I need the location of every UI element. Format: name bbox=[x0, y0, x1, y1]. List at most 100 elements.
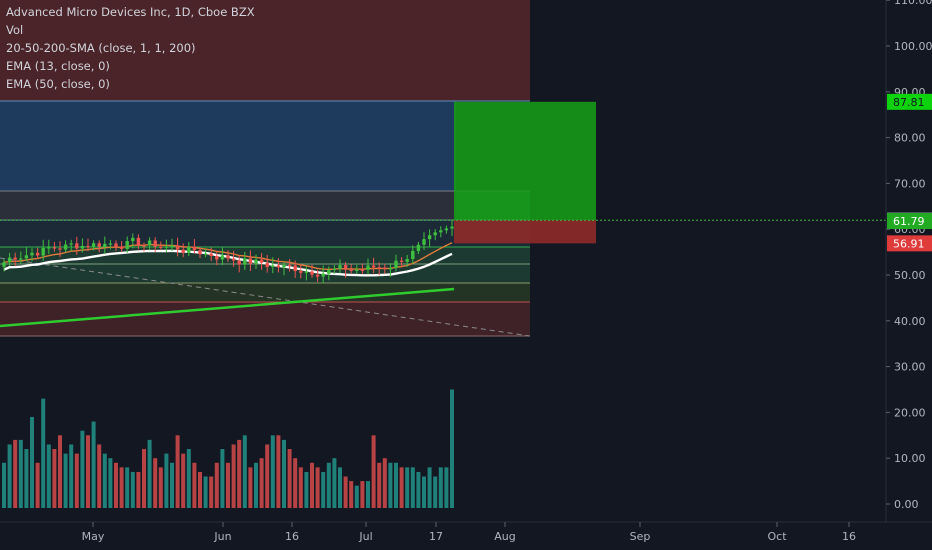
volume-bar bbox=[164, 453, 169, 508]
volume-bar bbox=[125, 467, 130, 508]
volume-bar bbox=[58, 435, 62, 508]
volume-bar bbox=[147, 439, 152, 508]
volume-bar bbox=[114, 462, 118, 508]
volume-bar bbox=[366, 481, 370, 508]
indicator-ema13[interactable]: EMA (13, close, 0) bbox=[6, 59, 110, 73]
volume-bar bbox=[136, 471, 141, 508]
candle-body bbox=[405, 259, 409, 262]
candle-body bbox=[248, 258, 253, 264]
candle-body bbox=[30, 252, 34, 256]
candle-body bbox=[58, 248, 62, 250]
indicator-ema50[interactable]: EMA (50, close, 0) bbox=[6, 77, 110, 91]
symbol-title[interactable]: Advanced Micro Devices Inc, 1D, Cboe BZX bbox=[6, 5, 255, 19]
candle-body bbox=[416, 244, 421, 251]
price-tick-label: 40.00 bbox=[894, 315, 926, 328]
candle-body bbox=[304, 271, 309, 273]
volume-bar bbox=[198, 471, 202, 508]
volume-bar bbox=[388, 462, 393, 508]
volume-bar bbox=[433, 476, 438, 508]
candle-body bbox=[343, 265, 348, 270]
candle-body bbox=[254, 259, 258, 264]
candle-body bbox=[349, 269, 353, 271]
volume-bar bbox=[130, 471, 135, 508]
time-axis[interactable]: May Jun 16 Jul 17 Aug Sep Oct 16 bbox=[82, 522, 856, 543]
volume-bar bbox=[119, 467, 124, 508]
candle-body bbox=[159, 246, 163, 248]
candle-body bbox=[444, 228, 449, 231]
fib-zone-olive bbox=[0, 283, 530, 302]
time-tick-label: 16 bbox=[285, 530, 299, 543]
price-axis[interactable]: 110.00100.0090.0080.0070.0060.0050.0040.… bbox=[0, 0, 932, 523]
candle-body bbox=[19, 258, 23, 260]
price-tick-label: 70.00 bbox=[894, 177, 926, 190]
candle-body bbox=[293, 265, 297, 272]
candle-body bbox=[198, 250, 202, 255]
indicator-vol[interactable]: Vol bbox=[6, 23, 24, 37]
candle-body bbox=[360, 269, 365, 271]
volume-bar bbox=[63, 453, 68, 508]
volume-bar bbox=[315, 467, 320, 508]
candle-body bbox=[371, 265, 376, 268]
volume-bar bbox=[86, 435, 90, 508]
time-tick-label: 16 bbox=[842, 530, 856, 543]
candle-body bbox=[231, 258, 236, 261]
volume-bar bbox=[394, 462, 398, 508]
candle-body bbox=[153, 240, 157, 247]
fib-zone-green bbox=[0, 247, 530, 283]
volume-bar bbox=[35, 462, 40, 508]
volume-bar bbox=[444, 467, 449, 508]
sma200-line bbox=[0, 287, 455, 328]
candle-body bbox=[271, 265, 275, 267]
price-tag-label: 61.79 bbox=[893, 215, 925, 228]
candle-body bbox=[237, 260, 241, 265]
volume-bar bbox=[80, 430, 85, 508]
volume-bar bbox=[427, 467, 432, 508]
candle-body bbox=[136, 237, 141, 246]
candle-body bbox=[108, 243, 113, 245]
volume-bar bbox=[91, 421, 96, 508]
volume-bar bbox=[326, 462, 331, 508]
volume-bar bbox=[360, 481, 365, 508]
indicator-sma[interactable]: 20-50-200-SMA (close, 1, 1, 200) bbox=[6, 41, 196, 55]
candle-body bbox=[187, 246, 191, 253]
candle-body bbox=[91, 243, 96, 248]
volume-bar bbox=[242, 435, 247, 508]
candle-body bbox=[450, 226, 454, 229]
time-tick-label: Oct bbox=[767, 530, 787, 543]
candle-body bbox=[355, 269, 359, 271]
volume-bar bbox=[158, 467, 163, 508]
candle-body bbox=[7, 257, 12, 263]
candle-body bbox=[35, 252, 40, 256]
volume-bar bbox=[282, 439, 286, 508]
candle-body bbox=[41, 247, 45, 256]
stop-zone bbox=[454, 220, 596, 244]
volume-bar bbox=[248, 467, 253, 508]
time-tick-label: Aug bbox=[494, 530, 515, 543]
volume-bar bbox=[214, 462, 219, 508]
candle-body bbox=[24, 255, 29, 259]
volume-bar bbox=[203, 476, 208, 508]
candle-body bbox=[164, 246, 169, 248]
volume-bar bbox=[186, 449, 191, 508]
volume-bar bbox=[69, 444, 74, 508]
volume-bar bbox=[265, 444, 270, 508]
candle-body bbox=[282, 264, 286, 268]
volume-bar bbox=[270, 435, 275, 508]
candle-body bbox=[411, 250, 415, 260]
candle-body bbox=[338, 265, 342, 269]
volume-bar bbox=[321, 471, 326, 508]
price-tag bbox=[887, 213, 932, 230]
candle-body bbox=[327, 269, 331, 274]
candle-body bbox=[259, 259, 264, 263]
candle-body bbox=[399, 260, 404, 262]
volume-bar bbox=[416, 471, 421, 508]
volume-bar bbox=[410, 467, 415, 508]
candle-body bbox=[332, 268, 337, 270]
volume-bar bbox=[293, 458, 298, 508]
price-tick-label: 0.00 bbox=[894, 498, 919, 511]
volume-bar bbox=[371, 435, 376, 508]
volume-bar bbox=[2, 462, 6, 508]
candle-body bbox=[175, 245, 180, 250]
